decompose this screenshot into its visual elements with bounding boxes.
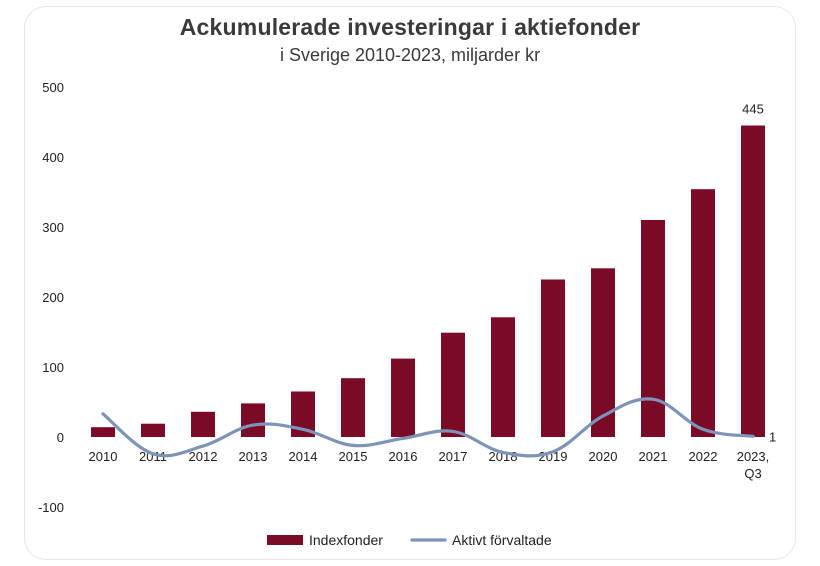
y-tick-label: 200 [42,290,64,305]
x-tick-label: 2010 [89,449,118,464]
bar-indexfonder [741,125,765,437]
y-tick-label: 400 [42,150,64,165]
legend-label-indexfonder: Indexfonder [309,532,383,548]
x-tick-label: 2015 [339,449,368,464]
x-tick-label: 2023, [737,449,770,464]
x-tick-label: 2011 [139,449,167,464]
x-tick-label: 2012 [189,449,218,464]
x-tick-label: 2016 [389,449,418,464]
data-label: 1 [769,429,776,444]
data-label: 445 [742,102,764,117]
x-tick-label: Q3 [744,466,761,481]
chart-title: Ackumulerade investeringar i aktiefonder [179,14,641,40]
bar-indexfonder [641,220,665,437]
legend-label-aktivt-forvaltade: Aktivt förvaltade [452,532,552,548]
bar-indexfonder [241,403,265,437]
y-tick-label: -100 [38,500,64,515]
bar-indexfonder [441,332,465,437]
chart-card [24,6,796,560]
bar-indexfonder [391,358,415,437]
y-tick-label: 100 [42,360,64,375]
bar-indexfonder [341,378,365,437]
bar-indexfonder [91,427,115,437]
y-tick-label: 500 [42,80,64,95]
bar-indexfonder [191,411,215,437]
x-tick-label: 2022 [689,449,718,464]
x-tick-label: 2013 [239,449,268,464]
legend-swatch-indexfonder [267,535,303,545]
bar-indexfonder [491,317,515,437]
x-tick-label: 2014 [289,449,318,464]
bar-indexfonder [541,279,565,437]
x-tick-label: 2021 [639,449,668,464]
line-aktivt-forvaltade [101,397,755,458]
bar-indexfonder [591,268,615,437]
x-tick-label: 2017 [439,449,468,464]
y-tick-label: 300 [42,220,64,235]
bar-indexfonder [691,189,715,437]
x-tick-label: 2020 [589,449,618,464]
bar-indexfonder [141,423,165,437]
y-tick-label: 0 [57,430,64,445]
chart-subtitle: i Sverige 2010-2023, miljarder kr [279,45,541,65]
